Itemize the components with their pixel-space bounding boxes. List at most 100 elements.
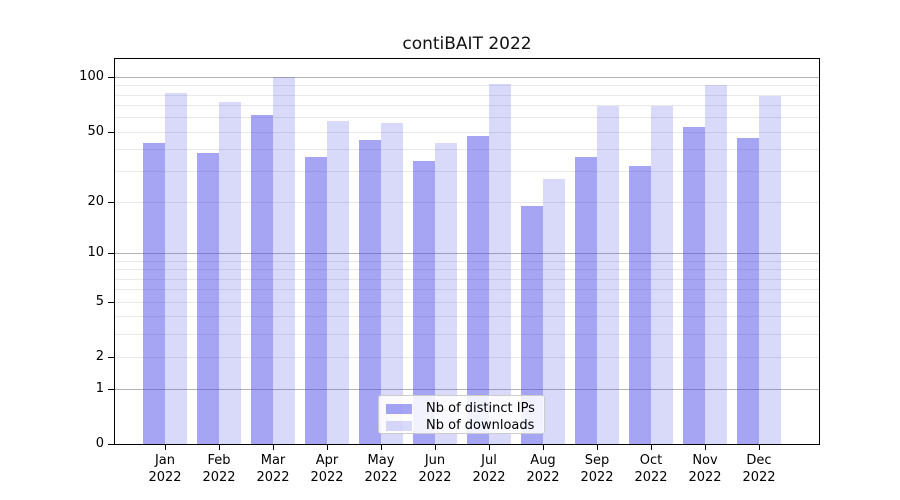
y-tick-50	[108, 131, 114, 133]
x-tick-label-jul: Jul 2022	[459, 452, 519, 486]
x-label-year-jul: 2022	[472, 470, 506, 485]
y-tick-label-100: 100	[79, 69, 104, 85]
x-label-year-feb: 2022	[202, 470, 236, 485]
x-tick-label-apr: Apr 2022	[297, 452, 357, 486]
x-label-month-nov: Nov	[692, 453, 718, 468]
bar-downloads-may	[381, 122, 403, 444]
y-tick-label-2: 2	[95, 348, 104, 364]
y-tick-1	[108, 388, 114, 390]
x-label-month-apr: Apr	[315, 453, 339, 468]
gridline-minor-8	[115, 269, 819, 271]
bar-distinct-ips-jan	[143, 143, 165, 444]
x-tick-label-feb: Feb 2022	[189, 452, 249, 486]
gridline-minor-40	[115, 148, 819, 150]
x-label-month-mar: Mar	[260, 453, 286, 468]
gridline-minor-60	[115, 117, 819, 119]
x-label-year-may: 2022	[364, 470, 398, 485]
legend-swatch-distinct-ips	[386, 403, 412, 414]
legend-swatch-downloads	[386, 420, 412, 431]
bar-distinct-ips-feb	[197, 152, 219, 444]
bar-downloads-feb	[219, 101, 241, 444]
y-tick-label-5: 5	[95, 293, 104, 309]
x-tick-label-dec: Dec 2022	[729, 452, 789, 486]
bar-downloads-apr	[327, 121, 349, 444]
x-label-year-aug: 2022	[526, 470, 560, 485]
chart-title: contiBAIT 2022	[402, 34, 532, 54]
x-tick-label-nov: Nov 2022	[675, 452, 735, 486]
y-tick-label-1: 1	[95, 380, 104, 396]
bar-distinct-ips-may	[359, 139, 381, 444]
bar-distinct-ips-jul	[467, 136, 489, 444]
x-label-month-feb: Feb	[207, 453, 231, 468]
x-tick-jul	[489, 445, 490, 450]
x-label-month-aug: Aug	[530, 453, 556, 468]
x-tick-sep	[597, 445, 598, 450]
x-tick-mar	[273, 445, 274, 450]
gridline-minor-70	[115, 105, 819, 107]
x-tick-label-aug: Aug 2022	[513, 452, 573, 486]
x-label-month-jul: Jul	[481, 453, 497, 468]
bar-downloads-jul	[489, 83, 511, 444]
x-tick-label-may: May 2022	[351, 452, 411, 486]
x-tick-jun	[435, 445, 436, 450]
bar-distinct-ips-dec	[737, 138, 759, 444]
legend-item-downloads: Nb of downloads	[386, 418, 544, 433]
gridline-minor-4	[115, 316, 819, 318]
x-label-month-oct: Oct	[639, 453, 663, 468]
bar-downloads-nov	[705, 84, 727, 444]
x-label-year-oct: 2022	[634, 470, 668, 485]
legend-item-distinct-ips: Nb of distinct IPs	[386, 401, 544, 416]
y-tick-0	[108, 444, 114, 445]
x-tick-apr	[327, 445, 328, 450]
bar-downloads-dec	[759, 95, 781, 444]
legend-label-distinct-ips: Nb of distinct IPs	[426, 401, 535, 416]
x-label-year-jan: 2022	[148, 470, 182, 485]
x-tick-jan	[165, 445, 166, 450]
y-tick-100	[108, 77, 114, 79]
x-tick-label-sep: Sep 2022	[567, 452, 627, 486]
bar-downloads-mar	[273, 77, 295, 444]
y-tick-10	[108, 253, 114, 255]
x-tick-nov	[705, 445, 706, 450]
gridline-minor-20	[115, 202, 819, 204]
bar-downloads-aug	[543, 179, 565, 444]
gridline-minor-80	[115, 94, 819, 96]
gridline-minor-30	[115, 171, 819, 173]
y-tick-label-20: 20	[87, 194, 104, 210]
gridline-minor-90	[115, 85, 819, 87]
gridline-minor-50	[115, 131, 819, 133]
y-tick-label-50: 50	[87, 123, 104, 139]
x-label-month-dec: Dec	[746, 453, 772, 468]
x-tick-label-jun: Jun 2022	[405, 452, 465, 486]
x-tick-label-oct: Oct 2022	[621, 452, 681, 486]
bar-distinct-ips-jun	[413, 161, 435, 444]
x-label-month-sep: Sep	[584, 453, 610, 468]
x-tick-label-mar: Mar 2022	[243, 452, 303, 486]
gridline-major-100	[115, 77, 819, 79]
bar-downloads-jan	[165, 92, 187, 444]
y-tick-label-10: 10	[87, 245, 104, 261]
x-tick-feb	[219, 445, 220, 450]
gridline-minor-9	[115, 260, 819, 262]
x-label-year-nov: 2022	[688, 470, 722, 485]
x-label-month-may: May	[367, 453, 395, 468]
x-label-month-jan: Jan	[154, 453, 176, 468]
bar-distinct-ips-aug	[521, 205, 543, 444]
y-tick-5	[108, 301, 114, 303]
gridline-minor-5	[115, 301, 819, 303]
bar-downloads-sep	[597, 106, 619, 444]
gridline-major-1	[115, 388, 819, 390]
bar-distinct-ips-mar	[251, 114, 273, 444]
x-label-year-dec: 2022	[742, 470, 776, 485]
y-tick-2	[108, 356, 114, 358]
x-tick-aug	[543, 445, 544, 450]
bar-downloads-oct	[651, 106, 673, 444]
gridline-minor-3	[115, 333, 819, 335]
x-label-year-jun: 2022	[418, 470, 452, 485]
y-tick-label-0: 0	[95, 436, 104, 451]
gridline-minor-2	[115, 356, 819, 358]
bar-distinct-ips-nov	[683, 126, 705, 444]
bar-distinct-ips-apr	[305, 157, 327, 444]
bar-distinct-ips-sep	[575, 157, 597, 444]
